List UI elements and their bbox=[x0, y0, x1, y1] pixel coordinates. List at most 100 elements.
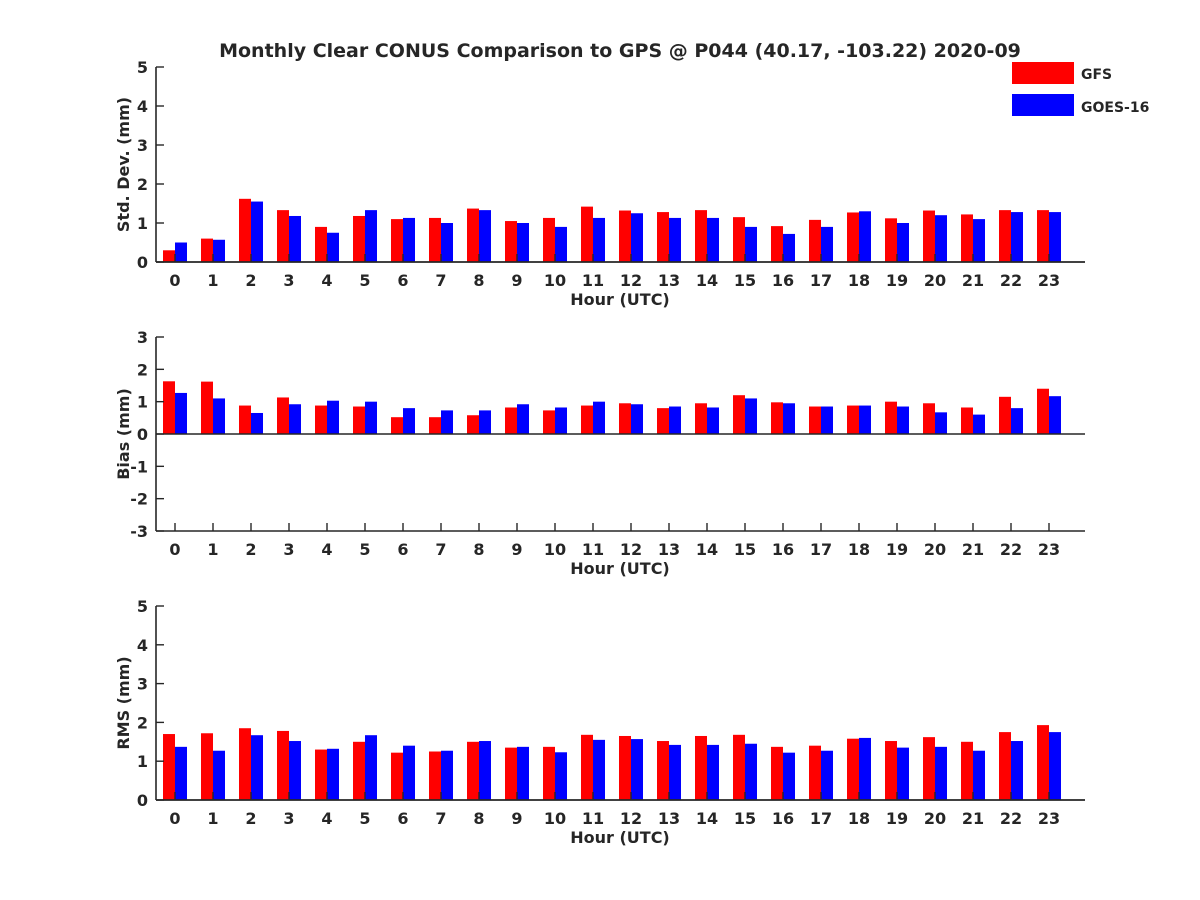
x-tick-label: 16 bbox=[772, 271, 794, 290]
bar-gfs-hour-1 bbox=[201, 733, 213, 800]
x-tick-label: 7 bbox=[435, 809, 446, 828]
bar-gfs-hour-20 bbox=[923, 737, 935, 800]
bar-gfs-hour-18 bbox=[847, 738, 859, 800]
x-tick-label: 0 bbox=[169, 809, 180, 828]
bar-goes16-hour-17 bbox=[821, 750, 833, 800]
y-axis-label: RMS (mm) bbox=[114, 656, 133, 749]
x-tick-label: 10 bbox=[544, 809, 566, 828]
x-tick-label: 14 bbox=[696, 809, 718, 828]
bar-gfs-hour-22 bbox=[999, 396, 1011, 434]
x-tick-label: 9 bbox=[511, 809, 522, 828]
bar-goes16-hour-7 bbox=[441, 223, 453, 262]
x-tick-label: 20 bbox=[924, 809, 946, 828]
x-tick-label: 23 bbox=[1038, 809, 1060, 828]
x-tick-label: 10 bbox=[544, 271, 566, 290]
bar-goes16-hour-15 bbox=[745, 743, 757, 800]
bar-gfs-hour-20 bbox=[923, 210, 935, 262]
bar-gfs-hour-12 bbox=[619, 210, 631, 262]
bar-goes16-hour-4 bbox=[327, 232, 339, 262]
bar-goes16-hour-7 bbox=[441, 410, 453, 434]
bar-goes16-hour-4 bbox=[327, 748, 339, 800]
bar-gfs-hour-23 bbox=[1037, 210, 1049, 262]
y-axis-label: Std. Dev. (mm) bbox=[114, 97, 133, 232]
x-tick-label: 1 bbox=[207, 540, 218, 559]
bar-goes16-hour-19 bbox=[897, 747, 909, 800]
bar-gfs-hour-15 bbox=[733, 734, 745, 800]
x-tick-label: 14 bbox=[696, 540, 718, 559]
x-tick-label: 21 bbox=[962, 809, 984, 828]
bar-goes16-hour-22 bbox=[1011, 408, 1023, 434]
bar-goes16-hour-16 bbox=[783, 403, 795, 434]
bar-gfs-hour-10 bbox=[543, 217, 555, 262]
x-tick-label: 18 bbox=[848, 271, 870, 290]
bar-goes16-hour-20 bbox=[935, 412, 947, 434]
legend-swatch-goes16 bbox=[1012, 94, 1074, 116]
bar-gfs-hour-9 bbox=[505, 747, 517, 800]
x-tick-label: 1 bbox=[207, 271, 218, 290]
x-tick-label: 1 bbox=[207, 809, 218, 828]
bar-gfs-hour-23 bbox=[1037, 725, 1049, 800]
y-tick-label: 3 bbox=[137, 675, 148, 694]
x-tick-label: 6 bbox=[397, 809, 408, 828]
x-tick-label: 22 bbox=[1000, 809, 1022, 828]
y-tick-label: 0 bbox=[137, 253, 148, 272]
bar-gfs-hour-8 bbox=[467, 208, 479, 262]
x-tick-label: 13 bbox=[658, 809, 680, 828]
y-tick-label: 0 bbox=[137, 425, 148, 444]
x-tick-label: 3 bbox=[283, 540, 294, 559]
bar-goes16-hour-0 bbox=[175, 392, 187, 434]
y-tick-label: -2 bbox=[130, 490, 148, 509]
y-axis-label: Bias (mm) bbox=[114, 388, 133, 480]
bar-goes16-hour-10 bbox=[555, 226, 567, 262]
bar-goes16-hour-23 bbox=[1049, 732, 1061, 800]
bar-gfs-hour-7 bbox=[429, 751, 441, 800]
x-tick-label: 7 bbox=[435, 540, 446, 559]
bar-goes16-hour-20 bbox=[935, 215, 947, 262]
bar-goes16-hour-6 bbox=[403, 217, 415, 262]
x-tick-label: 14 bbox=[696, 271, 718, 290]
x-tick-label: 5 bbox=[359, 540, 370, 559]
x-tick-label: 12 bbox=[620, 271, 642, 290]
bar-gfs-hour-21 bbox=[961, 741, 973, 800]
bar-gfs-hour-1 bbox=[201, 381, 213, 434]
x-tick-label: 15 bbox=[734, 271, 756, 290]
y-tick-label: 1 bbox=[137, 752, 148, 771]
y-tick-label: 3 bbox=[137, 136, 148, 155]
bar-goes16-hour-14 bbox=[707, 217, 719, 262]
bar-goes16-hour-2 bbox=[251, 201, 263, 262]
bar-goes16-hour-12 bbox=[631, 739, 643, 800]
bar-goes16-hour-9 bbox=[517, 223, 529, 262]
y-tick-label: 5 bbox=[137, 597, 148, 616]
x-tick-label: 19 bbox=[886, 540, 908, 559]
y-tick-label: -1 bbox=[130, 457, 148, 476]
x-tick-label: 4 bbox=[321, 809, 332, 828]
x-tick-label: 16 bbox=[772, 540, 794, 559]
bar-goes16-hour-22 bbox=[1011, 212, 1023, 262]
x-tick-label: 17 bbox=[810, 809, 832, 828]
bar-goes16-hour-10 bbox=[555, 407, 567, 434]
legend-label-goes16: GOES-16 bbox=[1081, 100, 1149, 116]
bar-goes16-hour-12 bbox=[631, 213, 643, 262]
bar-gfs-hour-3 bbox=[277, 210, 289, 262]
x-tick-label: 3 bbox=[283, 271, 294, 290]
x-axis-label: Hour (UTC) bbox=[570, 559, 670, 578]
bar-goes16-hour-8 bbox=[479, 741, 491, 800]
bar-goes16-hour-19 bbox=[897, 223, 909, 262]
bar-goes16-hour-14 bbox=[707, 744, 719, 800]
bar-gfs-hour-10 bbox=[543, 746, 555, 800]
bar-gfs-hour-14 bbox=[695, 735, 707, 800]
bar-gfs-hour-1 bbox=[201, 238, 213, 262]
bar-gfs-hour-17 bbox=[809, 219, 821, 262]
bar-gfs-hour-9 bbox=[505, 407, 517, 434]
x-tick-label: 21 bbox=[962, 271, 984, 290]
bar-goes16-hour-18 bbox=[859, 211, 871, 262]
bar-gfs-hour-4 bbox=[315, 749, 327, 800]
x-tick-label: 17 bbox=[810, 271, 832, 290]
y-tick-label: 1 bbox=[137, 214, 148, 233]
bar-goes16-hour-1 bbox=[213, 398, 225, 434]
bar-goes16-hour-1 bbox=[213, 750, 225, 800]
bar-gfs-hour-22 bbox=[999, 210, 1011, 262]
bar-gfs-hour-17 bbox=[809, 406, 821, 434]
bar-gfs-hour-16 bbox=[771, 226, 783, 262]
